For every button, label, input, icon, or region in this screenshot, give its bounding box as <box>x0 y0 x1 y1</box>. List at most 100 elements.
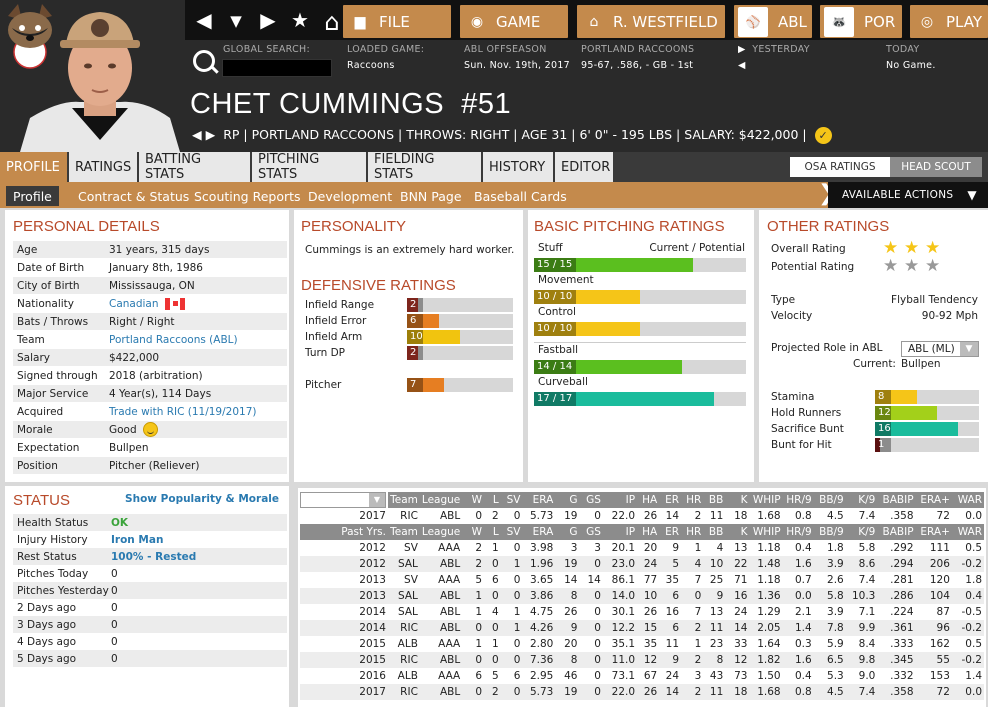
detail-value[interactable]: Canadian <box>109 297 159 310</box>
defensive-rating-bar: 7 <box>407 378 513 392</box>
tab-history[interactable]: HISTORY <box>483 152 555 182</box>
table-cell: 5.9 <box>827 638 844 650</box>
personality-text: Cummings is an extremely hard worker. <box>305 244 515 256</box>
table-cell: 14.0 <box>602 588 638 604</box>
subtab-bnn-page[interactable]: BNN Page <box>400 188 462 204</box>
next-player-icon[interactable]: ▶ <box>205 127 216 142</box>
table-cell: 5 <box>659 556 682 572</box>
player-info-line: ◀ ▶ RP | PORTLAND RACCOONS | THROWS: RIG… <box>192 127 832 144</box>
dropdown-arrow-icon[interactable]: ▼ <box>230 12 242 30</box>
status-label: Pitches Yesterday <box>17 584 109 597</box>
subtab-profile[interactable]: Profile <box>6 186 59 206</box>
head-scout-toggle[interactable]: HEAD SCOUT <box>890 157 982 177</box>
player-name-heading: CHET CUMMINGS #51 <box>190 88 511 121</box>
other-rating-bar-fill <box>875 390 917 404</box>
table-cell: 72 <box>936 510 950 522</box>
detail-value[interactable]: Trade with RIC (11/19/2017) <box>109 405 257 418</box>
show-popularity-link[interactable]: Show Popularity & Morale <box>125 493 279 505</box>
game-button-label: GAME <box>496 12 541 31</box>
defensive-rating-bar-value: 10 <box>407 330 423 344</box>
manager-button[interactable]: ⌂ R. WESTFIELD <box>577 5 725 38</box>
back-arrow-icon[interactable]: ◀ <box>196 8 212 32</box>
other-rating-bar-fill <box>875 406 938 420</box>
table-header-cell: ERA+ <box>915 492 952 508</box>
table-cell: .358 <box>890 510 914 522</box>
table-cell: 6 <box>659 620 682 636</box>
other-rating-label: Bunt for Hit <box>771 439 832 451</box>
detail-label: Acquired <box>17 405 64 418</box>
yesterday-info: ▶ YESTERDAY ◀ <box>738 44 810 71</box>
prev-arrow-icon[interactable]: ◀ <box>738 60 746 71</box>
defensive-rating-bar-value: 6 <box>407 314 423 328</box>
other-rating-label: Hold Runners <box>771 407 842 419</box>
table-cell: ALB <box>397 638 418 650</box>
next-arrow-icon[interactable]: ▶ <box>738 44 746 55</box>
table-cell: RIC <box>388 652 420 668</box>
table-cell: .332 <box>890 670 914 682</box>
table-row: 2013 SV AAA 5 6 0 3.65 14 14 86.1 77 35 7 25 71 1.18 0.7… <box>300 572 984 588</box>
table-cell: 0 <box>681 588 704 604</box>
table-cell: RIC <box>388 684 420 700</box>
table-cell: .345 <box>877 652 916 668</box>
search-icon[interactable] <box>193 50 215 72</box>
table-cell: 2 <box>681 684 704 700</box>
table-header-cell: ER <box>659 492 682 508</box>
detail-label: Bats / Throws <box>17 315 89 328</box>
subtab-contract-status[interactable]: Contract & Status <box>78 188 190 204</box>
table-cell: 0.5 <box>965 638 982 650</box>
info-badge-icon[interactable]: ✓ <box>814 127 832 144</box>
detail-value: Right / Right <box>109 315 175 328</box>
play-button[interactable]: ◎ PLAY <box>910 5 988 38</box>
table-cell: 5.8 <box>813 588 846 604</box>
table-cell: .358 <box>877 684 916 700</box>
tab-batting-stats[interactable]: BATTING STATS <box>139 152 252 182</box>
table-cell: .361 <box>877 620 916 636</box>
smiley-face-icon <box>142 422 158 437</box>
pitching-ratings-panel: BASIC PITCHING RATINGS Current / Potenti… <box>528 210 754 482</box>
current-potential-header: Current / Potential <box>649 242 745 254</box>
home-icon[interactable]: ⌂ <box>324 8 340 36</box>
detail-label: Major Service <box>17 387 89 400</box>
game-button[interactable]: ◉ GAME <box>460 5 568 38</box>
prev-player-icon[interactable]: ◀ <box>192 127 202 142</box>
personality-title: PERSONALITY <box>301 218 407 235</box>
table-cell: 12 <box>725 652 750 668</box>
table-cell: 0.4 <box>794 670 812 682</box>
table-cell: 13 <box>709 606 724 618</box>
subtab-scouting-reports[interactable]: Scouting Reports <box>194 188 301 204</box>
league-button[interactable]: ⚾ ABL <box>734 5 812 38</box>
table-cell: 26 <box>643 510 658 522</box>
tab-fielding-stats[interactable]: FIELDING STATS <box>368 152 483 182</box>
team-button[interactable]: 🦝 POR <box>820 5 902 38</box>
favorite-star-icon[interactable]: ★ <box>291 8 309 32</box>
tab-profile[interactable]: PROFILE <box>0 152 69 182</box>
table-cell: 2.1 <box>794 606 812 618</box>
table-cell: 0 <box>513 542 521 554</box>
file-button[interactable]: ▆ FILE <box>343 5 451 38</box>
available-actions-button[interactable]: AVAILABLE ACTIONS ▼ <box>828 182 988 208</box>
tab-ratings[interactable]: RATINGS <box>69 152 139 182</box>
table-cell: 1 <box>475 606 483 618</box>
status-row: 3 Days ago 0 <box>13 616 287 633</box>
chevron-down-icon: ▼ <box>967 188 977 202</box>
table-cell: 7.8 <box>813 620 846 636</box>
splits-select[interactable]: Splits ▼ <box>300 492 386 508</box>
table-cell: 9.0 <box>858 670 876 682</box>
table-header-cell: SV <box>500 524 523 540</box>
pitch-rating-bar-value: 10 / 10 <box>534 290 576 304</box>
detail-value[interactable]: Portland Raccoons (ABL) <box>109 333 238 346</box>
table-cell: 2017 <box>300 684 388 700</box>
detail-label: Team <box>17 333 45 346</box>
offseason-info: ABL OFFSEASON Sun. Nov. 19th, 2017 <box>464 44 570 71</box>
table-cell: 18 <box>734 510 748 522</box>
forward-arrow-icon[interactable]: ▶ <box>260 8 276 32</box>
other-rating-bar-value: 12 <box>875 406 891 420</box>
osa-ratings-toggle[interactable]: OSA RATINGS <box>790 157 890 177</box>
projected-role-select[interactable]: ABL (ML) ▼ <box>901 341 979 357</box>
table-header-cell: Splits ▼ <box>300 492 388 508</box>
subtab-development[interactable]: Development <box>308 188 393 204</box>
tab-editor[interactable]: EDITOR <box>555 152 615 182</box>
tab-pitching-stats[interactable]: PITCHING STATS <box>252 152 368 182</box>
global-search-input[interactable] <box>222 59 332 77</box>
subtab-baseball-cards[interactable]: Baseball Cards <box>474 188 567 204</box>
